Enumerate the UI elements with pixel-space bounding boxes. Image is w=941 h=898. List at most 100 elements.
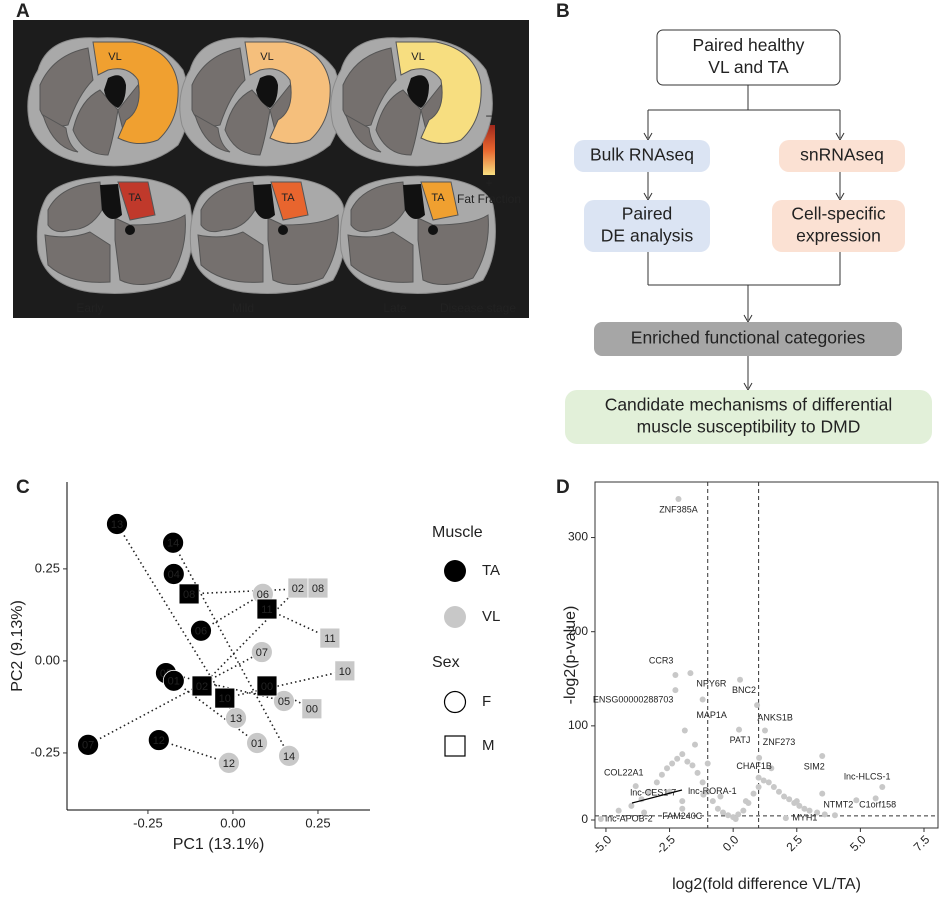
gene-point bbox=[786, 796, 793, 803]
point-label: 13 bbox=[111, 519, 123, 531]
calf-section bbox=[36, 175, 193, 294]
gene-point bbox=[628, 802, 635, 809]
y-tick-label: 200 bbox=[568, 624, 588, 638]
gene-label: lnc-APOB-2 bbox=[605, 813, 653, 823]
x-tick-label: -0.25 bbox=[133, 815, 163, 830]
gene-point bbox=[681, 727, 688, 734]
pca-point bbox=[334, 660, 356, 682]
highlighted-gene bbox=[679, 798, 686, 805]
gene-point bbox=[674, 755, 681, 762]
highlighted-gene bbox=[872, 795, 879, 802]
point-label: 11 bbox=[261, 604, 272, 616]
gene-point bbox=[742, 798, 749, 805]
point-label: 08 bbox=[183, 589, 195, 601]
gene-point bbox=[801, 805, 808, 812]
flow-node bbox=[565, 390, 932, 444]
y-tick-label: 100 bbox=[568, 718, 588, 732]
fat-fraction-colorbar bbox=[483, 125, 495, 175]
label-leader bbox=[631, 789, 683, 804]
x-axis-title: PC1 (13.1%) bbox=[173, 836, 265, 853]
gene-point bbox=[653, 779, 660, 786]
legend-swatch bbox=[444, 606, 466, 628]
stage-axis-label: Disease stage bbox=[440, 301, 516, 315]
gene-point bbox=[719, 809, 726, 816]
flow-node-text: Paired bbox=[622, 204, 673, 224]
point-label: 04 bbox=[168, 569, 180, 581]
highlighted-gene bbox=[672, 672, 679, 679]
y-axis-title: PC2 (9.13%) bbox=[9, 600, 26, 692]
gene-point bbox=[714, 805, 721, 812]
pair-line bbox=[116, 523, 237, 719]
gene-point bbox=[793, 798, 800, 805]
gene-label: ZNF385A bbox=[659, 504, 698, 514]
flow-node bbox=[574, 140, 710, 172]
gene-label: COL22A1 bbox=[604, 767, 644, 777]
point-label: 11 bbox=[324, 633, 335, 645]
gene-label: ZNF273 bbox=[763, 737, 796, 747]
gene-point bbox=[796, 802, 803, 809]
pca-point bbox=[307, 577, 329, 599]
legend-high: + bbox=[485, 176, 492, 190]
pca-point bbox=[250, 641, 273, 663]
flow-node-text: Paired healthy bbox=[693, 35, 805, 55]
highlighted-gene bbox=[597, 816, 604, 823]
highlighted-gene bbox=[687, 670, 694, 677]
gene-point bbox=[699, 779, 706, 786]
gene-point bbox=[694, 769, 701, 776]
gene-label: C1orf158 bbox=[859, 800, 896, 810]
pca-point bbox=[106, 513, 128, 535]
gene-point bbox=[689, 762, 696, 769]
flow-connectors bbox=[647, 85, 841, 388]
legend-label: TA bbox=[482, 562, 500, 579]
point-label: 06 bbox=[257, 589, 269, 601]
highlighted-gene bbox=[699, 696, 706, 703]
point-label: 01 bbox=[168, 676, 180, 688]
gene-label: FAM240C bbox=[662, 811, 703, 821]
legend-swatch bbox=[444, 735, 466, 757]
panel-label: C bbox=[16, 477, 30, 498]
highlighted-gene bbox=[632, 783, 639, 790]
point-label: 07 bbox=[256, 647, 268, 659]
flow-node-text: Cell-specific bbox=[791, 204, 886, 224]
gene-point bbox=[775, 788, 782, 795]
gene-point bbox=[691, 741, 698, 748]
flow-node bbox=[779, 140, 905, 172]
y-tick-label: 0.25 bbox=[35, 560, 60, 575]
legend-title: Sex bbox=[432, 654, 460, 671]
flow-node-text: muscle susceptibility to DMD bbox=[637, 417, 861, 437]
stage-label: Early bbox=[76, 301, 103, 315]
highlighted-gene bbox=[879, 784, 886, 791]
pca-point bbox=[256, 675, 278, 697]
point-label: 07 bbox=[82, 740, 94, 752]
flow-node-text: expression bbox=[796, 226, 881, 246]
gene-label: ENSG00000288703 bbox=[593, 694, 674, 704]
y-tick-label: -0.25 bbox=[30, 744, 60, 759]
pair-line bbox=[201, 587, 299, 687]
point-label: 12 bbox=[153, 735, 165, 747]
gene-point bbox=[704, 760, 711, 767]
legend-label: VL bbox=[482, 608, 500, 625]
gene-label: NPY6R bbox=[696, 678, 727, 688]
flow-node-text: VL and TA bbox=[708, 57, 789, 77]
highlighted-gene bbox=[679, 805, 686, 812]
highlighted-gene bbox=[819, 752, 826, 759]
gene-point bbox=[821, 811, 828, 818]
gene-point bbox=[755, 774, 762, 781]
gene-point bbox=[704, 788, 711, 795]
highlighted-gene bbox=[756, 754, 763, 761]
gene-point bbox=[669, 760, 676, 767]
pca-point bbox=[246, 732, 268, 754]
pca-point bbox=[162, 531, 185, 554]
gene-point bbox=[755, 784, 762, 791]
point-label: 02 bbox=[196, 681, 208, 693]
x-tick-label: 0.00 bbox=[220, 815, 245, 830]
pca-point bbox=[77, 733, 99, 756]
x-tick-label: 7.5 bbox=[911, 832, 933, 854]
flow-node-text: Enriched functional categories bbox=[631, 328, 866, 348]
gene-point bbox=[615, 807, 622, 814]
highlighted-gene bbox=[853, 797, 860, 804]
flow-node bbox=[656, 29, 841, 86]
point-label: 08 bbox=[312, 583, 324, 595]
gene-point bbox=[732, 816, 739, 823]
